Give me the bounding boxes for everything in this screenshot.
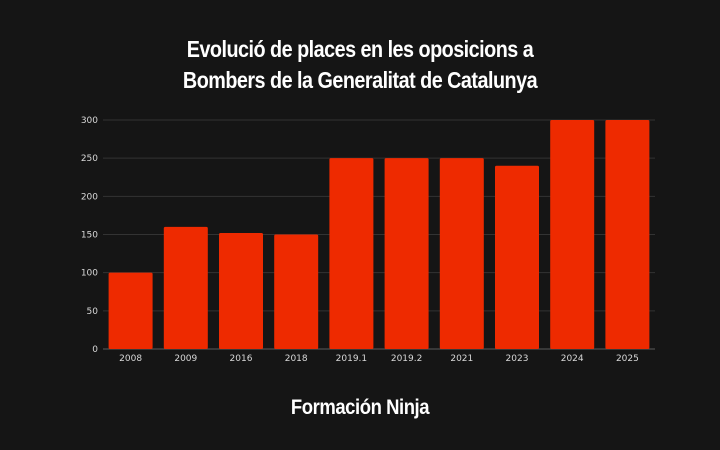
x-tick-label: 2016	[230, 354, 253, 364]
bar	[274, 234, 319, 349]
bar	[329, 158, 374, 349]
x-tick-label: 2025	[616, 354, 639, 364]
brand-logo: Formación Ninja	[290, 396, 430, 419]
x-tick-label: 2009	[174, 354, 197, 364]
bar	[384, 158, 429, 349]
x-tick-label: 2008	[119, 354, 142, 364]
x-axis: 2008 2009 2016 2018 2019.1 2019.2 2021 2023 2024…	[119, 354, 639, 364]
y-tick-label: 200	[81, 192, 98, 202]
y-tick-label: 150	[81, 231, 98, 241]
x-tick-label: 2021	[450, 354, 473, 364]
y-tick-label: 300	[81, 116, 98, 126]
bar	[219, 232, 263, 349]
x-tick-label: 2023	[506, 354, 529, 364]
x-tick-label: 2019.1	[336, 354, 368, 364]
y-tick-label: 50	[87, 307, 99, 317]
chart-title-line-1: Evolució de places en les oposicions a	[186, 36, 534, 62]
bar	[495, 165, 539, 349]
x-tick-label: 2019.2	[391, 354, 423, 364]
chart-title: Evolució de places en les oposicions a B…	[50, 34, 669, 96]
bar	[439, 158, 484, 349]
x-tick-label: 2024	[561, 354, 584, 364]
y-tick-label: 100	[81, 269, 98, 279]
bar	[108, 272, 153, 349]
y-tick-label: 0	[92, 345, 98, 355]
bar	[605, 120, 650, 349]
chart-title-line-2: Bombers de la Generalitat de Catalunya	[182, 67, 538, 93]
bar	[550, 120, 595, 349]
y-tick-label: 250	[81, 154, 98, 164]
x-tick-label: 2018	[285, 354, 308, 364]
bar	[163, 226, 208, 349]
chart-bars	[108, 120, 650, 349]
y-axis: 0 50 100 150 200 250 300	[81, 116, 98, 355]
